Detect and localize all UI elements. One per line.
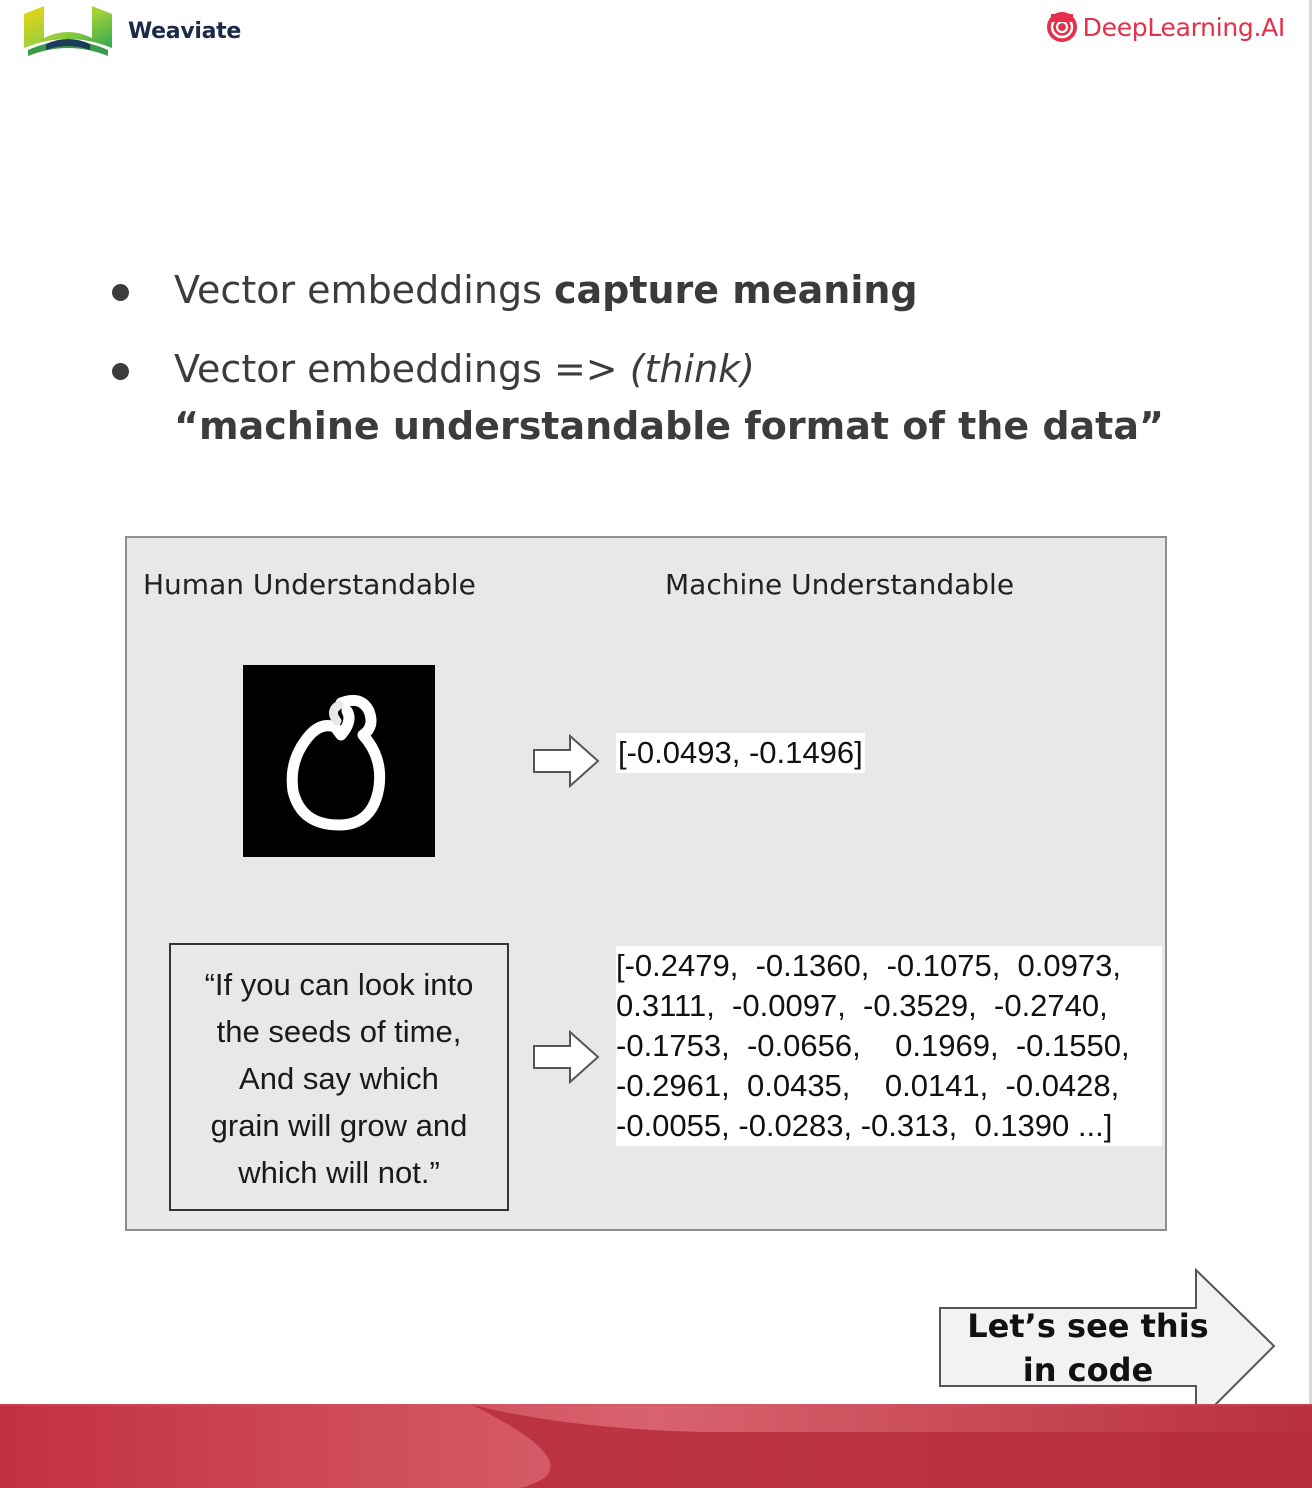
bullet-dot-icon: [112, 363, 129, 380]
weaviate-logo: Weaviate: [22, 4, 241, 58]
right-arrow-icon: [532, 1030, 602, 1084]
deeplearning-wordmark: DeepLearning.AI: [1082, 12, 1286, 42]
quote-line: “If you can look into: [204, 967, 474, 1002]
comparison-panel: Human Understandable Machine Understanda…: [125, 536, 1167, 1231]
quote-box: “If you can look into the seeds of time,…: [169, 943, 509, 1211]
quote-line: And say which: [239, 1061, 439, 1096]
handwritten-zero-icon: [286, 694, 386, 831]
bullet-emphasis: “machine understandable format of the da…: [174, 404, 1164, 448]
vector-row: [-0.2479, -0.1360, -0.1075, 0.0973,: [616, 948, 1121, 983]
quote-line: which will not.”: [238, 1155, 440, 1190]
deeplearning-logo-icon: [1046, 12, 1077, 42]
bullet-emphasis: capture meaning: [553, 268, 918, 312]
bullet-text: Vector embeddings =>: [174, 347, 630, 391]
mnist-digit-image: [243, 665, 435, 857]
bullet-list: Vector embeddings capture meaning Vector…: [104, 262, 1224, 455]
weaviate-wordmark: Weaviate: [128, 18, 242, 44]
human-understandable-heading: Human Understandable: [143, 568, 476, 601]
vector-row: -0.1753, -0.0656, 0.1969, -0.1550,: [616, 1028, 1130, 1063]
next-label-line: in code: [1022, 1351, 1154, 1389]
bullet-dot-icon: [112, 284, 129, 301]
bullet-item: Vector embeddings capture meaning: [104, 262, 1224, 319]
big-right-arrow-icon: [939, 1268, 1276, 1427]
bullet-italic: (think): [629, 347, 755, 391]
text-embedding-vector: [-0.2479, -0.1360, -0.1075, 0.0973, 0.31…: [616, 946, 1162, 1146]
vector-row: -0.0055, -0.0283, -0.313, 0.1390 ...]: [616, 1108, 1113, 1143]
deeplearning-logo: DeepLearning.AI: [1045, 10, 1285, 44]
bullet-text: Vector embeddings: [174, 268, 554, 312]
bullet-item: Vector embeddings => (think) “machine un…: [104, 341, 1224, 455]
quote-line: the seeds of time,: [216, 1014, 462, 1049]
vector-row: 0.3111, -0.0097, -0.3529, -0.2740,: [616, 988, 1108, 1023]
image-embedding-vector: [-0.0493, -0.1496]: [616, 733, 865, 773]
next-code-label: Let’s see this in code: [944, 1304, 1232, 1392]
footer-wave: [0, 1404, 1312, 1488]
next-code-arrow: Let’s see this in code: [938, 1268, 1278, 1428]
next-label-line: Let’s see this: [967, 1307, 1209, 1345]
vector-row: -0.2961, 0.0435, 0.0141, -0.0428,: [616, 1068, 1120, 1103]
right-arrow-icon: [532, 734, 602, 788]
quote-line: grain will grow and: [210, 1108, 468, 1143]
machine-understandable-heading: Machine Understandable: [665, 568, 1015, 601]
weaviate-logo-icon: [24, 6, 112, 56]
